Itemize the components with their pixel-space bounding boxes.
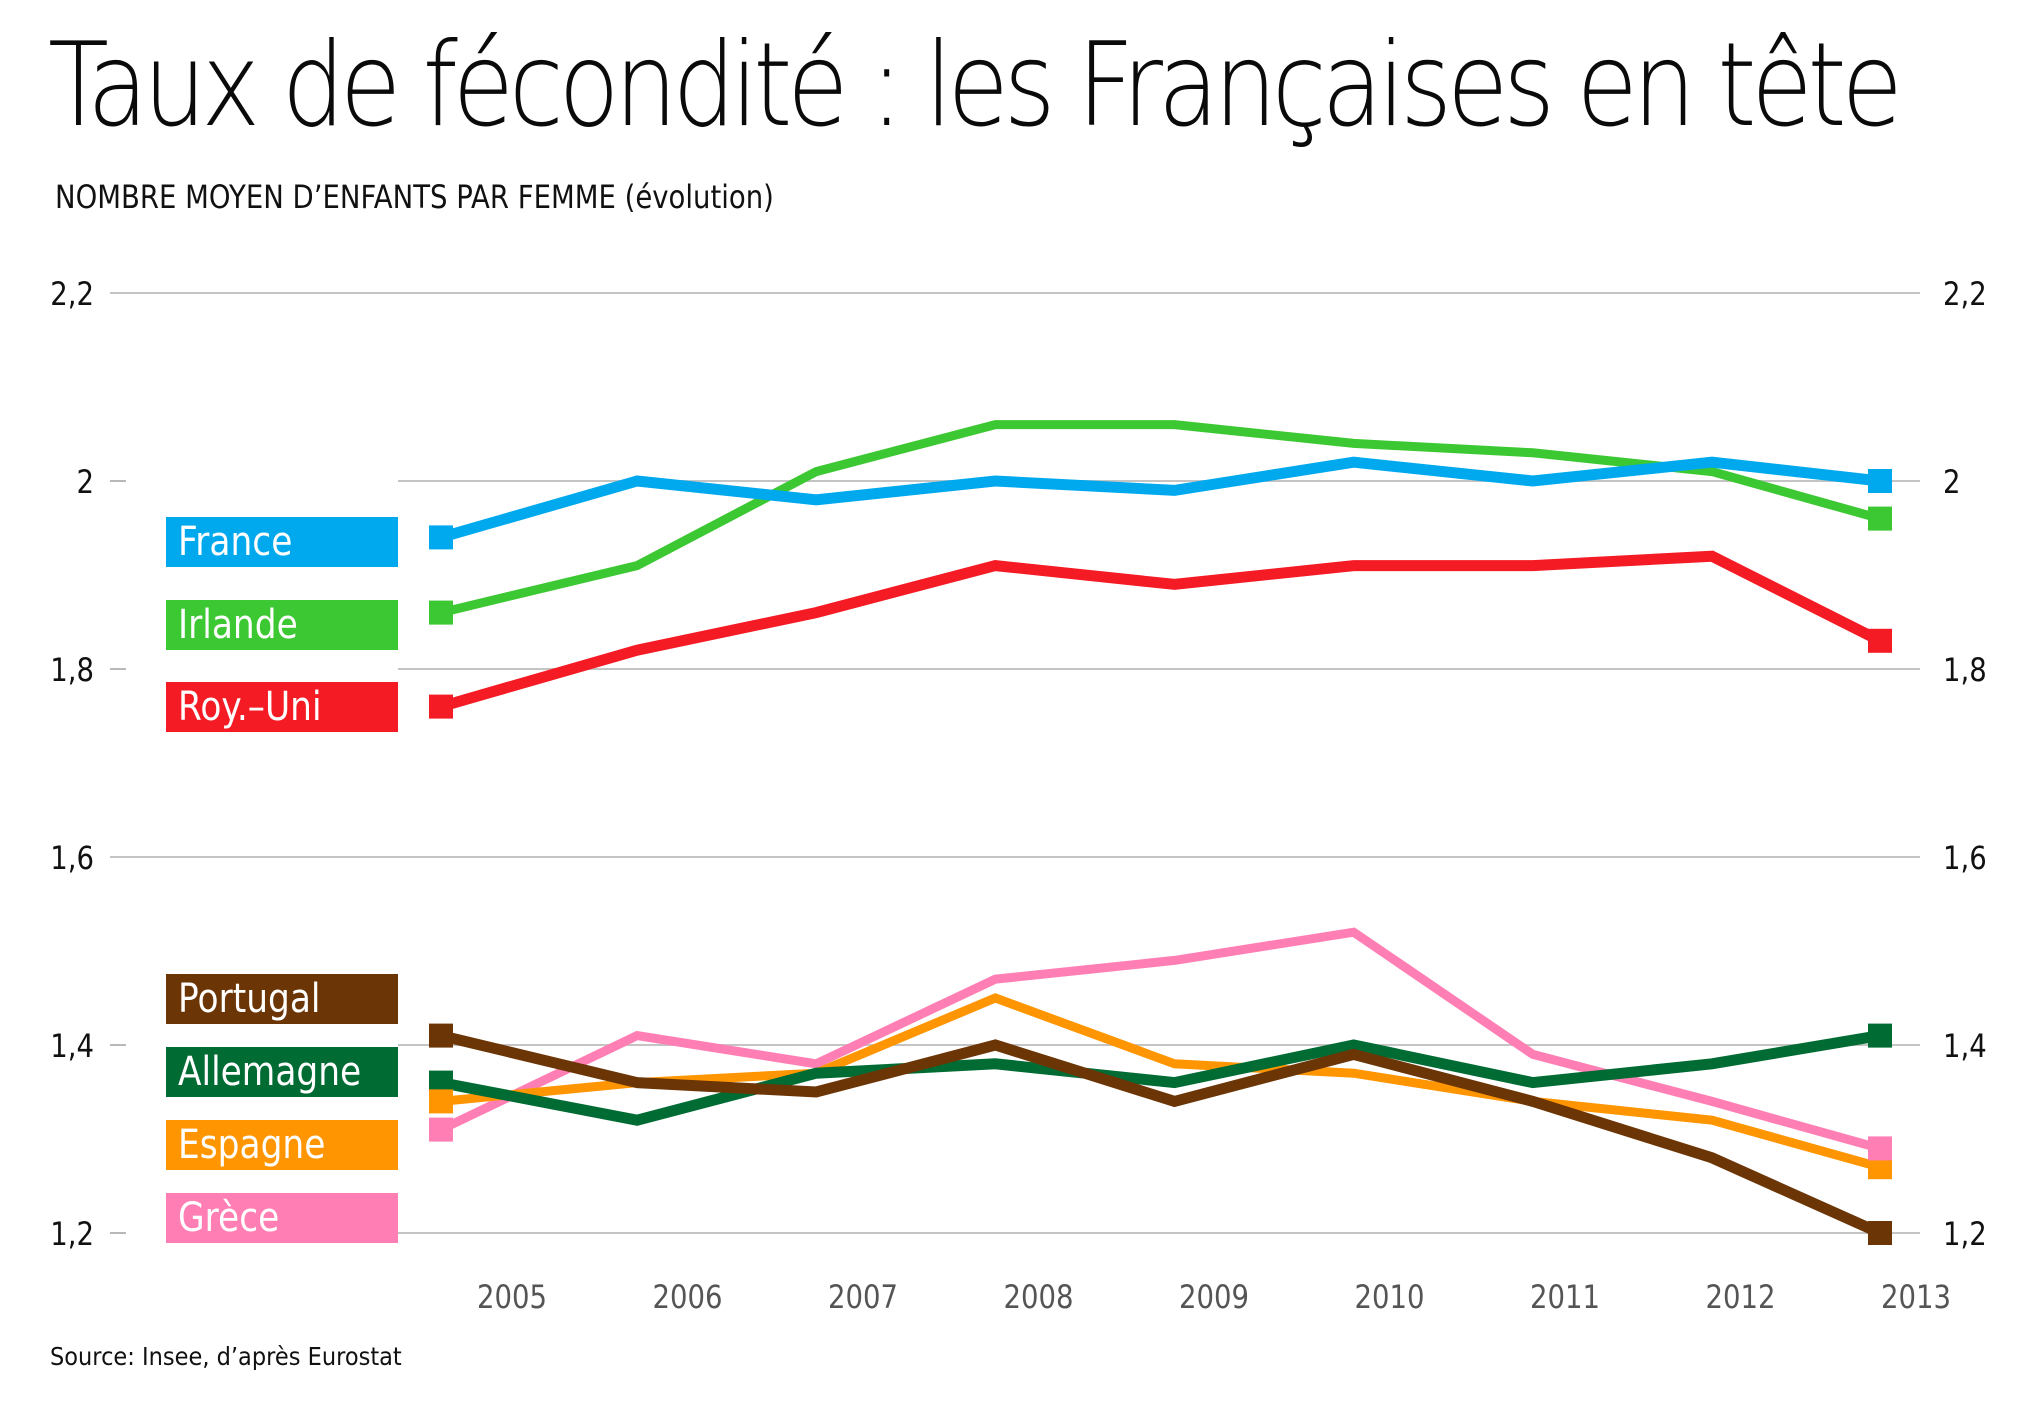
series-line-espagne — [440, 993, 1882, 1172]
legend-item: Grèce — [166, 1193, 398, 1243]
legend-item: Roy.–Uni — [166, 682, 398, 732]
y-tick-label-right: 1,4 — [1943, 1028, 1987, 1066]
y-tick-label-right: 1,6 — [1943, 840, 1987, 878]
legend-label: Irlande — [178, 602, 298, 648]
x-tick-label: 2010 — [1354, 1279, 1424, 1317]
chart-subtitle: NOMBRE MOYEN D’ENFANTS PAR FEMME (évolut… — [55, 178, 774, 216]
gridlines — [110, 292, 1920, 1234]
y-tick-label-right: 2 — [1943, 464, 1961, 502]
marker-irlande-2013 — [1868, 506, 1892, 531]
y-axis-left: 1,2 1,4 1,6 1,8 2 2,2 — [50, 276, 94, 1254]
y-tick-label-right: 2,2 — [1943, 276, 1987, 314]
x-tick-label: 2008 — [1003, 1279, 1073, 1317]
legend-item: Espagne — [166, 1120, 398, 1170]
series-line-roy-uni — [439, 550, 1883, 712]
marker-grèce-2013 — [1868, 1136, 1892, 1161]
legend-label: Portugal — [178, 976, 321, 1022]
marker-portugal-2005 — [429, 1023, 453, 1048]
legend-item: Allemagne — [166, 1047, 398, 1097]
x-tick-label: 2009 — [1179, 1279, 1249, 1317]
series-lines — [439, 420, 1883, 1239]
x-tick-label: 2012 — [1705, 1279, 1775, 1317]
legend-label: Allemagne — [178, 1049, 362, 1095]
y-tick-label-left: 2 — [76, 464, 94, 502]
y-tick-label-right: 1,8 — [1943, 652, 1987, 690]
y-tick-label-left: 2,2 — [50, 276, 94, 314]
y-tick-label-left: 1,2 — [50, 1216, 94, 1254]
x-tick-label: 2006 — [652, 1279, 722, 1317]
series-markers — [429, 469, 1892, 1245]
x-tick-label: 2013 — [1881, 1279, 1951, 1317]
marker-roy-uni-2013 — [1868, 628, 1892, 653]
y-tick-label-left: 1,4 — [50, 1028, 94, 1066]
y-tick-label-right: 1,2 — [1943, 1216, 1987, 1254]
chart-title: Taux de fécondité : les Françaises en tê… — [48, 18, 1903, 153]
legend-label: Roy.–Uni — [178, 684, 322, 730]
y-axis-right: 1,2 1,4 1,6 1,8 2 2,2 — [1943, 276, 1987, 1254]
legend-item: Portugal — [166, 974, 398, 1024]
marker-france-2005 — [429, 525, 453, 550]
series-line-portugal — [439, 1030, 1883, 1239]
legend-item: France — [166, 517, 398, 567]
legend-item: Irlande — [166, 600, 398, 650]
y-tick-label-left: 1,8 — [50, 652, 94, 690]
x-axis: 2005 2006 2007 2008 2009 2010 2011 2012 2013 — [477, 1279, 1951, 1317]
x-tick-label: 2005 — [477, 1279, 547, 1317]
marker-allemagne-2013 — [1868, 1023, 1892, 1048]
x-tick-label: 2011 — [1530, 1279, 1600, 1317]
series-line-allemagne — [439, 1030, 1881, 1126]
marker-grèce-2005 — [429, 1117, 453, 1142]
marker-portugal-2013 — [1868, 1221, 1892, 1245]
legend-label: France — [178, 519, 293, 565]
x-tick-label: 2007 — [828, 1279, 898, 1317]
series-line-grèce — [439, 927, 1882, 1153]
series-line-france — [439, 456, 1881, 543]
source-note: Source: Insee, d’après Eurostat — [50, 1342, 402, 1371]
marker-irlande-2005 — [429, 600, 453, 625]
legend-label: Grèce — [178, 1195, 280, 1241]
marker-france-2013 — [1868, 469, 1892, 493]
marker-roy-uni-2005 — [429, 694, 453, 719]
marker-espagne-2005 — [429, 1089, 453, 1114]
legend-label: Espagne — [178, 1122, 326, 1168]
y-tick-label-left: 1,6 — [50, 840, 94, 878]
